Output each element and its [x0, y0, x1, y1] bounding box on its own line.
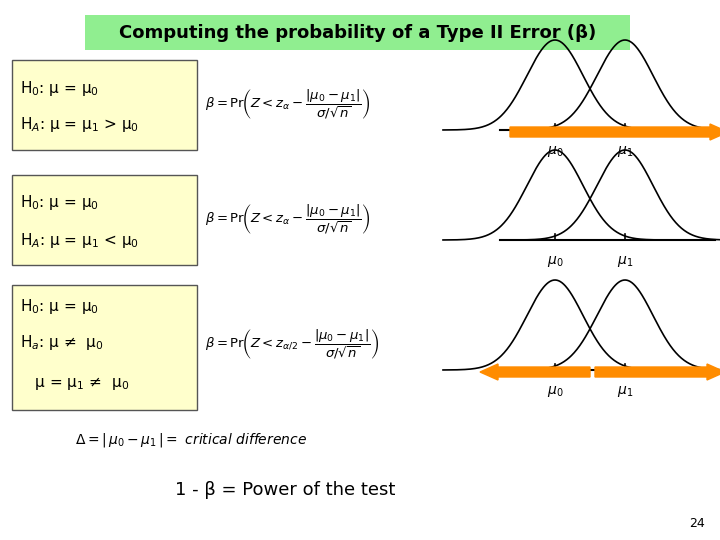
Text: $\beta = \mathrm{Pr}\!\left(Z < z_{\alpha} - \dfrac{|\mu_0 - \mu_1|}{\sigma/\sqr: $\beta = \mathrm{Pr}\!\left(Z < z_{\alph… [205, 203, 371, 237]
Text: $\mu_0$: $\mu_0$ [546, 144, 563, 159]
FancyArrow shape [510, 124, 720, 140]
Text: $\mu_0$: $\mu_0$ [546, 384, 563, 399]
Text: $\Delta = |\, \mu_0 - \mu_1 \,| = $ critical difference: $\Delta = |\, \mu_0 - \mu_1 \,| = $ crit… [75, 431, 307, 449]
Text: 24: 24 [689, 517, 705, 530]
FancyArrow shape [595, 364, 720, 380]
FancyArrow shape [480, 364, 590, 380]
Text: $\mu_1$: $\mu_1$ [617, 384, 633, 399]
Text: H$_0$: μ = μ$_0$: H$_0$: μ = μ$_0$ [20, 193, 99, 213]
Bar [85, 15, 630, 50]
Text: Computing the probability of a Type II Error (β): Computing the probability of a Type II E… [119, 24, 596, 42]
Bar [12, 60, 197, 150]
Text: $\mu_0$: $\mu_0$ [546, 254, 563, 269]
Text: μ = μ$_1$ ≠  μ$_0$: μ = μ$_1$ ≠ μ$_0$ [20, 375, 129, 392]
Bar [12, 175, 197, 265]
Text: H$_0$: μ = μ$_0$: H$_0$: μ = μ$_0$ [20, 78, 99, 98]
Text: $\mu_1$: $\mu_1$ [617, 254, 633, 269]
Text: $\beta = \mathrm{Pr}\!\left(Z < z_{\alpha/2} - \dfrac{|\mu_0 - \mu_1|}{\sigma/\s: $\beta = \mathrm{Pr}\!\left(Z < z_{\alph… [205, 328, 379, 362]
Bar [12, 285, 197, 410]
Text: $\beta = \mathrm{Pr}\!\left(Z < z_{\alpha} - \dfrac{|\mu_0 - \mu_1|}{\sigma/\sqr: $\beta = \mathrm{Pr}\!\left(Z < z_{\alph… [205, 88, 371, 122]
Text: H$_a$: μ ≠  μ$_0$: H$_a$: μ ≠ μ$_0$ [20, 334, 104, 353]
Text: 1 - β = Power of the test: 1 - β = Power of the test [175, 481, 395, 499]
Text: H$_0$: μ = μ$_0$: H$_0$: μ = μ$_0$ [20, 298, 99, 316]
Text: $\mu_1$: $\mu_1$ [617, 144, 633, 159]
Text: H$_A$: μ = μ$_1$ > μ$_0$: H$_A$: μ = μ$_1$ > μ$_0$ [20, 116, 139, 134]
Text: H$_A$: μ = μ$_1$ < μ$_0$: H$_A$: μ = μ$_1$ < μ$_0$ [20, 231, 139, 249]
